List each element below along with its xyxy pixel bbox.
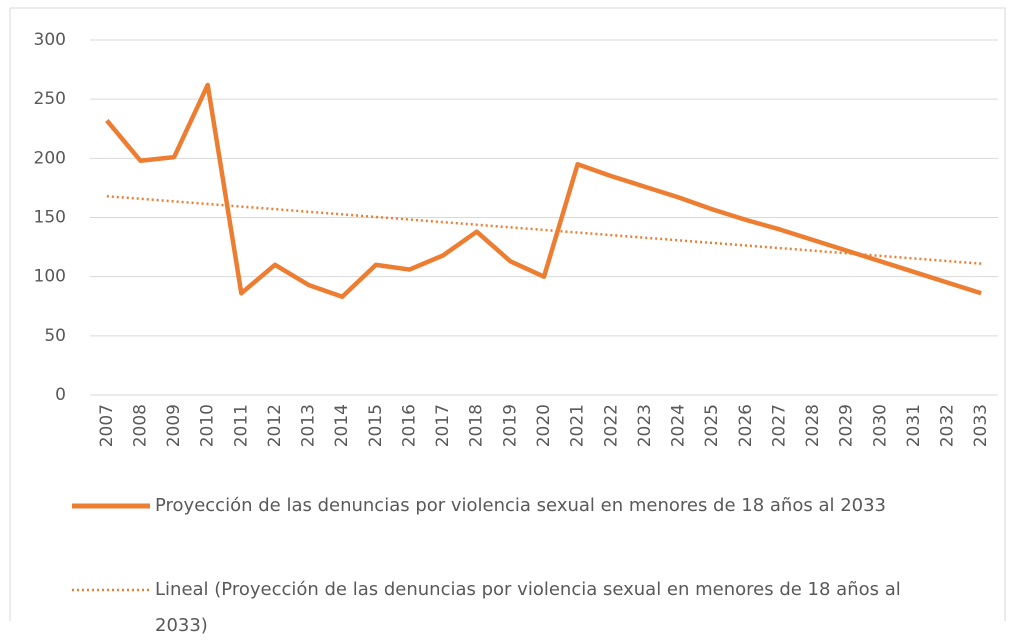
x-tick-label: 2017: [433, 404, 453, 447]
x-tick-label: 2027: [769, 404, 789, 447]
x-tick-label: 2007: [97, 404, 117, 447]
x-tick-label: 2008: [130, 404, 150, 447]
x-tick-label: 2028: [803, 404, 823, 447]
y-tick-label: 150: [34, 208, 66, 228]
x-tick-label: 2033: [971, 404, 991, 447]
y-tick-label: 200: [34, 148, 66, 168]
chart: 0 50 100 150 200 250 300 2007 2008 2009 2010 2011 20…: [9, 7, 1006, 621]
data-line: [105, 82, 982, 300]
x-tick-label: 2010: [198, 404, 218, 447]
x-tick-label: 2023: [635, 404, 655, 447]
x-tick-label: 2020: [534, 404, 554, 447]
x-tick-label: 2014: [332, 404, 352, 447]
legend-entry: Lineal (Proyección de las denuncias por …: [155, 579, 901, 636]
x-tick-label: 2016: [399, 404, 419, 447]
y-tick-label: 100: [34, 267, 66, 287]
page: 0 50 100 150 200 250 300 2007 2008 2009 2010 2011 20…: [9, 7, 1006, 636]
x-tick-label: 2025: [702, 404, 722, 447]
x-tick-label: 2015: [366, 404, 386, 447]
y-tick-label: 0: [55, 385, 66, 405]
x-tick-label: 2009: [164, 404, 184, 447]
x-tick-label: 2029: [837, 404, 857, 447]
x-tick-label: 2019: [500, 404, 520, 447]
chart-border: [9, 7, 1006, 621]
x-tick-label: 2012: [265, 404, 285, 447]
x-tick-label: 2021: [568, 404, 588, 447]
y-tick-label: 250: [34, 89, 66, 109]
y-tick-label: 300: [34, 30, 66, 50]
x-tick-label: 2022: [601, 404, 621, 447]
x-tick-label: 2032: [938, 404, 958, 447]
legend-entry: Proyección de las denuncias por violenci…: [155, 495, 887, 516]
x-tick-label: 2031: [904, 404, 924, 447]
x-tick-label: 2018: [467, 404, 487, 447]
trend-line: [106, 194, 982, 265]
y-tick-label: 50: [44, 326, 66, 346]
x-tick-label: 2011: [231, 404, 251, 447]
x-tick-label: 2013: [299, 404, 319, 447]
x-tick-label: 2030: [870, 404, 890, 447]
x-tick-label: 2024: [669, 404, 689, 447]
x-tick-label: 2026: [736, 404, 756, 447]
